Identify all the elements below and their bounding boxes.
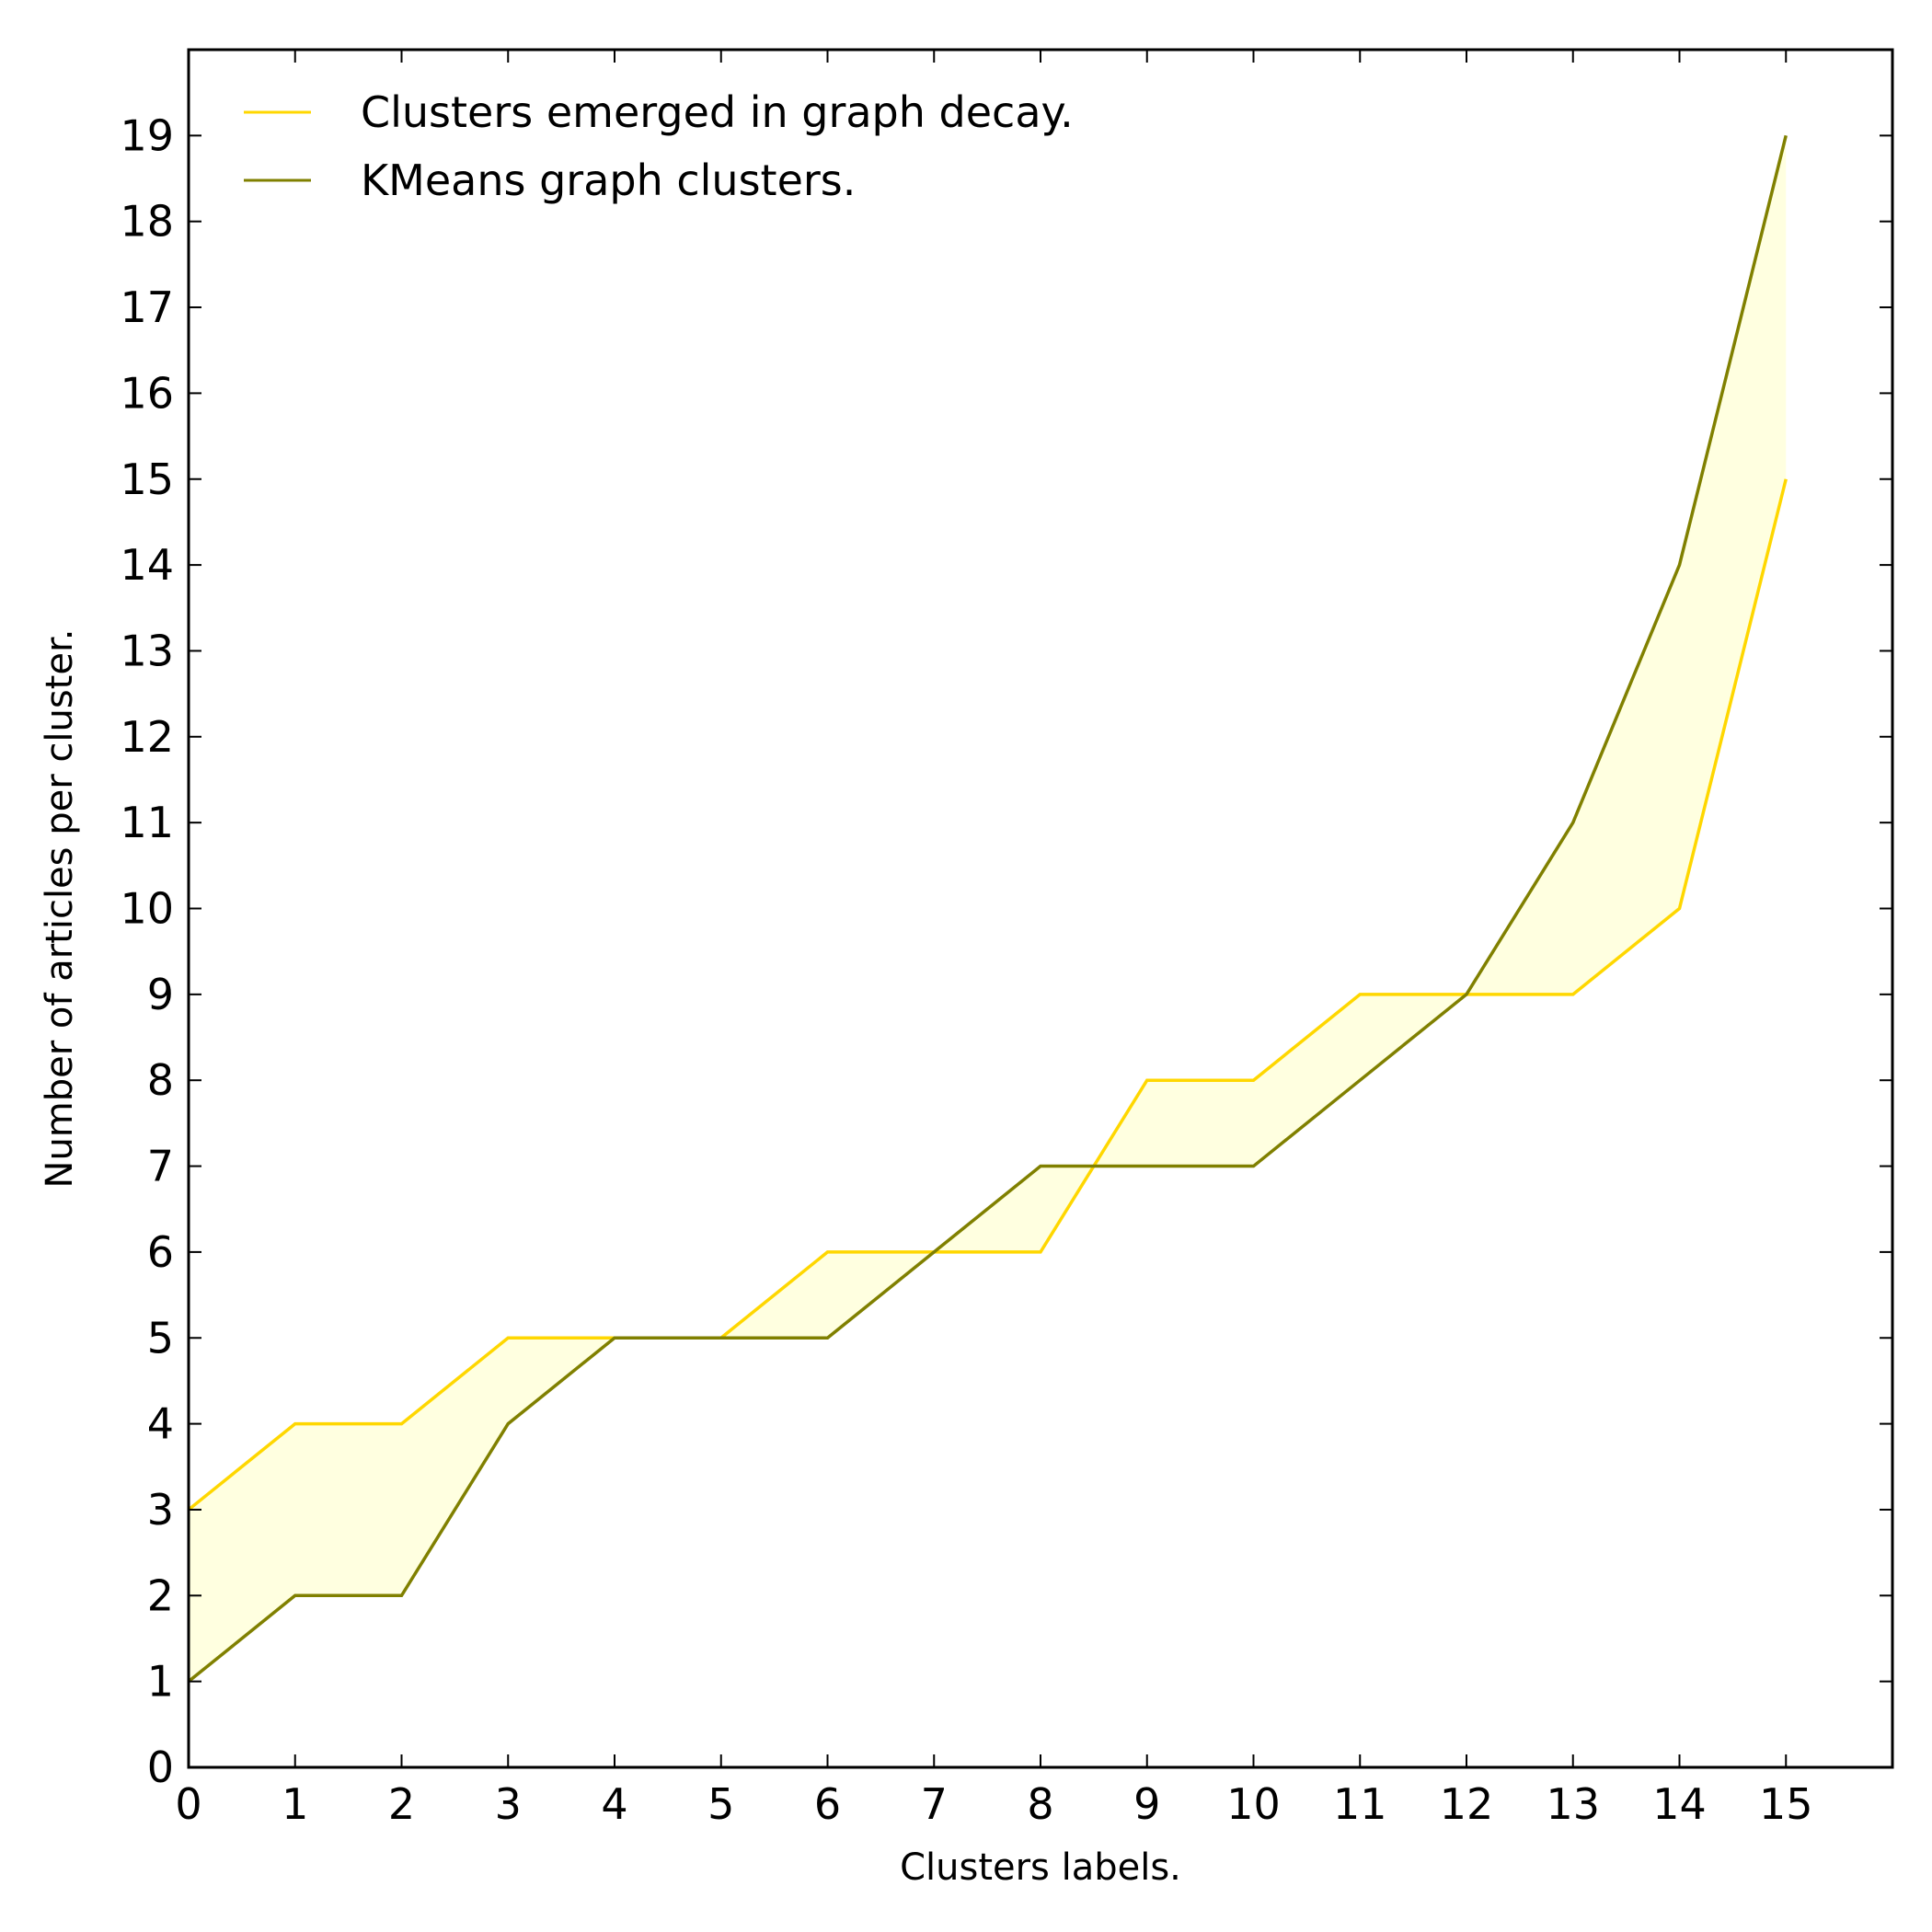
x-tick-label: 7	[921, 1779, 948, 1829]
x-tick-label: 6	[814, 1779, 841, 1829]
x-tick-label: 3	[495, 1779, 522, 1829]
y-tick-label: 17	[120, 282, 174, 332]
x-axis-label: Clusters labels.	[900, 1846, 1181, 1889]
fill-between-region	[189, 135, 1787, 1682]
y-tick-label: 18	[120, 197, 174, 247]
x-tick-label: 9	[1133, 1779, 1160, 1829]
x-tick-label: 1	[282, 1779, 308, 1829]
y-tick-label: 2	[147, 1570, 174, 1620]
series-line-1	[187, 134, 1788, 1684]
x-tick-label: 12	[1440, 1779, 1494, 1829]
x-tick-label: 15	[1759, 1779, 1813, 1829]
y-axis-label: Number of articles per cluster.	[39, 629, 81, 1189]
series-line-0	[187, 478, 1788, 1512]
y-tick-label: 1	[147, 1657, 174, 1707]
y-tick-label: 10	[120, 884, 174, 934]
x-tick-label: 11	[1333, 1779, 1387, 1829]
y-tick-label: 4	[147, 1399, 174, 1449]
y-tick-label: 3	[147, 1485, 174, 1535]
x-tick-label: 13	[1546, 1779, 1600, 1829]
series-lines	[187, 134, 1788, 1684]
y-tick-label: 6	[147, 1227, 174, 1277]
y-tick-label: 12	[120, 712, 174, 762]
legend-label-graph-decay: Clusters emerged in graph decay.	[361, 87, 1074, 137]
x-axis-ticks: 0 1 2 3 4 5 6 7 8 9 10 11 12 13 14 15	[175, 50, 1813, 1829]
x-tick-label: 5	[707, 1779, 734, 1829]
y-tick-label: 15	[120, 454, 174, 504]
y-tick-label: 5	[147, 1313, 174, 1363]
y-tick-label: 11	[120, 798, 174, 847]
x-tick-label: 2	[388, 1779, 415, 1829]
y-tick-label: 13	[120, 626, 174, 675]
y-tick-label: 16	[120, 368, 174, 418]
y-tick-label: 9	[147, 970, 174, 1019]
y-tick-label: 19	[120, 110, 174, 160]
y-tick-label: 14	[120, 540, 174, 590]
x-tick-label: 4	[601, 1779, 627, 1829]
legend-label-kmeans: KMeans graph clusters.	[361, 155, 856, 205]
x-tick-label: 0	[175, 1779, 201, 1829]
y-tick-label: 8	[147, 1055, 174, 1105]
legend: Clusters emerged in graph decay. KMeans …	[244, 87, 1074, 205]
legend-entry-graph-decay: Clusters emerged in graph decay.	[244, 87, 1074, 137]
x-tick-label: 8	[1027, 1779, 1053, 1829]
legend-entry-kmeans: KMeans graph clusters.	[244, 155, 856, 205]
x-tick-label: 14	[1652, 1779, 1707, 1829]
y-tick-label: 0	[147, 1742, 174, 1792]
y-tick-label: 7	[147, 1142, 174, 1191]
x-tick-label: 10	[1226, 1779, 1281, 1829]
